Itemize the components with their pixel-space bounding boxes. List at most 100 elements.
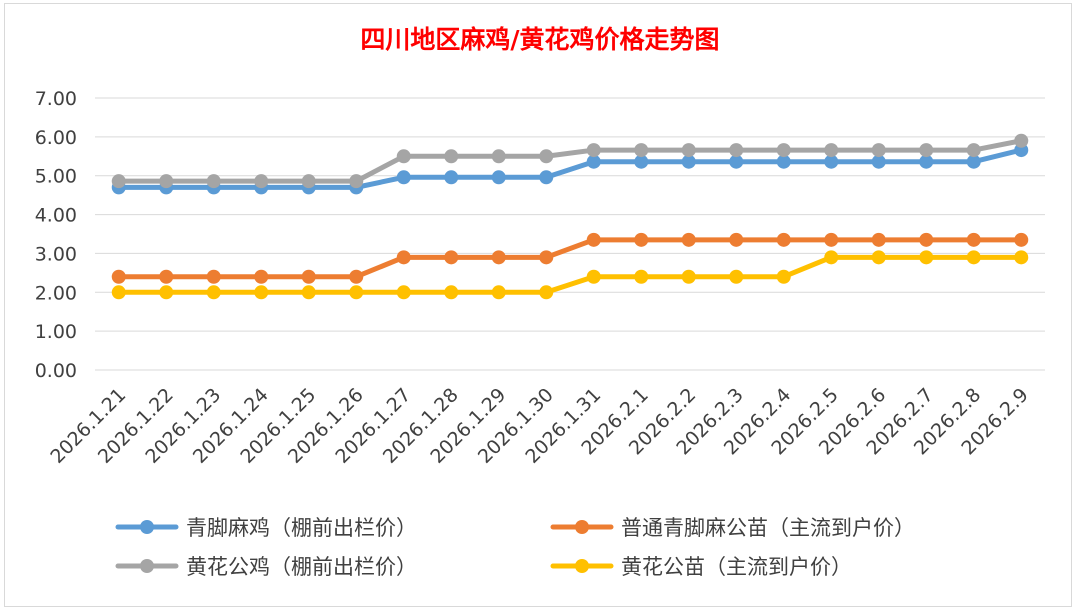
data-point [586,143,601,158]
data-point [491,149,506,164]
data-point [919,154,934,169]
data-point [871,143,886,158]
data-point [966,154,981,169]
data-point [681,143,696,158]
data-point [586,269,601,284]
gridlines [95,97,1045,371]
y-tick-label: 0.00 [35,360,77,382]
legend-label: 普通青脚麻公苗（主流到户价） [621,516,915,540]
chart-frame [4,3,1072,607]
chart-title: 四川地区麻鸡/黄花鸡价格走势图 [360,25,719,54]
data-point [111,174,126,189]
data-point [776,269,791,284]
data-point [1014,232,1029,247]
data-point [586,154,601,169]
data-point [1014,133,1029,148]
series-1 [111,232,1029,284]
series-lines [111,133,1029,300]
legend-label: 黄花公鸡（棚前出栏价） [186,555,417,579]
data-point [824,250,839,265]
data-point [539,250,554,265]
data-point [301,285,316,300]
data-point [349,269,364,284]
data-point [966,232,981,247]
data-point [681,154,696,169]
data-point [396,250,411,265]
series-0 [111,143,1029,195]
data-point [729,232,744,247]
data-point [539,149,554,164]
data-point [254,269,269,284]
data-point [159,269,174,284]
data-point [206,285,221,300]
data-point [491,285,506,300]
y-tick-label: 6.00 [35,127,77,149]
data-point [206,174,221,189]
data-point [919,250,934,265]
data-point [444,250,459,265]
data-point [206,269,221,284]
data-point [729,269,744,284]
data-point [729,143,744,158]
y-tick-label: 3.00 [35,243,77,265]
data-point [919,232,934,247]
data-point [776,154,791,169]
legend-swatch-marker [140,520,154,534]
series-3 [111,250,1029,300]
data-point [349,174,364,189]
data-point [824,143,839,158]
data-point [586,232,601,247]
legend-label: 青脚麻鸡（棚前出栏价） [186,516,417,540]
data-point [111,269,126,284]
data-point [301,269,316,284]
data-point [966,250,981,265]
series-line [116,254,1024,295]
data-point [919,143,934,158]
data-point [824,232,839,247]
data-point [681,232,696,247]
data-point [634,143,649,158]
data-point [776,232,791,247]
legend-entry: 黄花公鸡（棚前出栏价） [115,555,417,579]
legend-swatch-marker [575,520,589,534]
legend: 青脚麻鸡（棚前出栏价） 普通青脚麻公苗（主流到户价） 黄花公鸡（棚前出栏价） 黄花公苗… [115,516,915,579]
data-point [159,174,174,189]
y-tick-label: 1.00 [35,321,77,343]
data-point [396,149,411,164]
data-point [634,154,649,169]
data-point [539,285,554,300]
data-point [871,232,886,247]
legend-swatch-marker [140,559,154,573]
data-point [444,170,459,185]
legend-swatch-marker [575,559,589,573]
data-point [966,143,981,158]
y-tick-label: 5.00 [35,166,77,188]
data-point [396,170,411,185]
data-point [871,250,886,265]
legend-entry: 黄花公苗（主流到户价） [550,555,852,579]
y-tick-label: 4.00 [35,205,77,227]
data-point [539,170,554,185]
series-line [116,138,1024,184]
data-point [491,250,506,265]
data-point [111,285,126,300]
data-point [396,285,411,300]
y-tick-label: 7.00 [35,88,77,110]
data-point [729,154,744,169]
legend-entry: 青脚麻鸡（棚前出栏价） [115,516,417,540]
data-point [254,174,269,189]
data-point [1014,250,1029,265]
legend-entry: 普通青脚麻公苗（主流到户价） [550,516,915,540]
x-axis-ticks: 2026.1.212026.1.222026.1.232026.1.242026… [46,384,1032,468]
data-point [776,143,791,158]
data-point [301,174,316,189]
data-point [634,269,649,284]
series-line [116,147,1024,190]
data-point [824,154,839,169]
data-point [254,285,269,300]
data-point [444,149,459,164]
data-point [681,269,696,284]
data-point [871,154,886,169]
series-2 [111,133,1029,189]
